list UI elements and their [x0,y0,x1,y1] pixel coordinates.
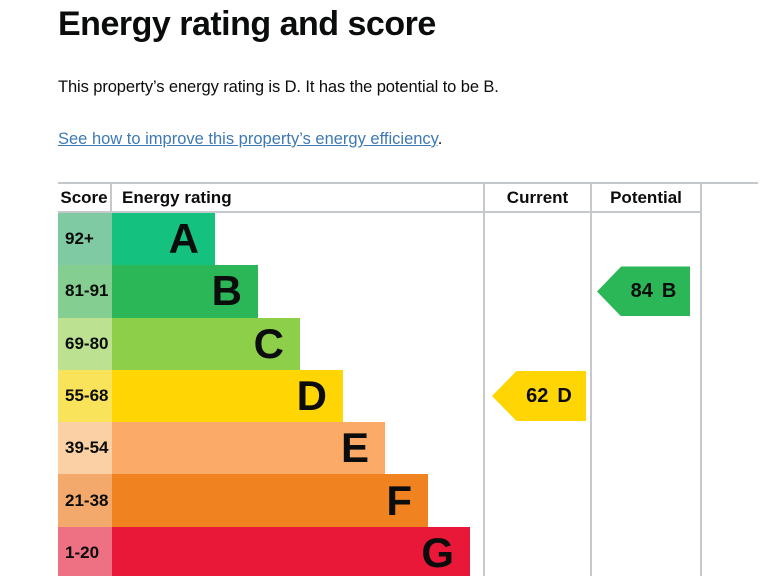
band-row-e: 39-54 E [58,422,702,475]
potential-cell [592,474,702,527]
page-title: Energy rating and score [58,5,436,43]
column-header-current: Current [485,184,592,211]
score-cell: 1-20 [58,526,112,576]
band-row-d: 55-68 D 62 D [58,369,702,423]
band-row-g: 1-20 G [58,526,702,576]
band-bar: F [112,474,428,527]
rating-cell: E [112,422,485,475]
band-row-f: 21-38 F [58,474,702,527]
rating-cell: B [112,265,485,318]
score-cell: 55-68 [58,369,112,423]
band-letter: C [253,319,284,367]
energy-rating-chart: Score Energy rating Current Potential 92… [58,184,702,576]
band-bar: A [112,213,215,266]
rating-cell: C [112,317,485,370]
column-header-energy-rating: Energy rating [112,184,485,211]
link-suffix: . [437,130,443,148]
band-bar: G [112,526,470,576]
current-cell [485,265,592,318]
score-cell: 21-38 [58,474,112,527]
summary-text: This property’s energy rating is D. It h… [58,78,499,96]
column-header-potential: Potential [592,184,702,211]
rating-cell: A [112,213,485,266]
potential-band-letter: B [661,279,677,302]
current-rating-arrow: 62 D [492,371,586,422]
band-row-b: 81-91 B 84 B [58,265,702,318]
potential-cell [592,317,702,370]
potential-rating-arrow: 84 B [597,266,690,317]
potential-cell [592,213,702,266]
potential-cell: 84 B [592,265,702,318]
current-cell [485,474,592,527]
rating-cell: D [112,369,485,423]
score-cell: 92+ [58,213,112,266]
band-letter: A [168,215,199,263]
current-cell: 62 D [485,369,592,423]
current-cell [485,422,592,475]
potential-cell [592,422,702,475]
rating-cell: F [112,474,485,527]
current-cell [485,526,592,576]
column-header-score: Score [58,184,112,211]
table-top-border [58,182,758,184]
chart-header-row: Score Energy rating Current Potential [58,184,702,213]
band-row-c: 69-80 C [58,317,702,370]
band-letter: G [421,528,454,576]
band-bar: B [112,265,258,318]
rating-cell: G [112,526,485,576]
current-band-letter: D [557,384,572,407]
current-cell [485,213,592,266]
band-bar: D [112,369,343,423]
potential-score: 84 [630,279,653,302]
potential-cell [592,369,702,423]
score-cell: 39-54 [58,422,112,475]
band-letter: E [340,424,369,472]
band-letter: B [211,267,242,315]
score-cell: 69-80 [58,317,112,370]
band-row-a: 92+ A [58,213,702,266]
improve-link-line: See how to improve this property’s energ… [58,130,442,149]
improve-link[interactable]: See how to improve this property’s energ… [58,130,438,148]
band-letter: F [386,476,412,524]
band-bar: C [112,317,300,370]
current-score: 62 [526,384,549,407]
score-cell: 81-91 [58,265,112,318]
potential-cell [592,526,702,576]
current-cell [485,317,592,370]
band-letter: D [296,372,327,420]
band-bar: E [112,422,385,475]
